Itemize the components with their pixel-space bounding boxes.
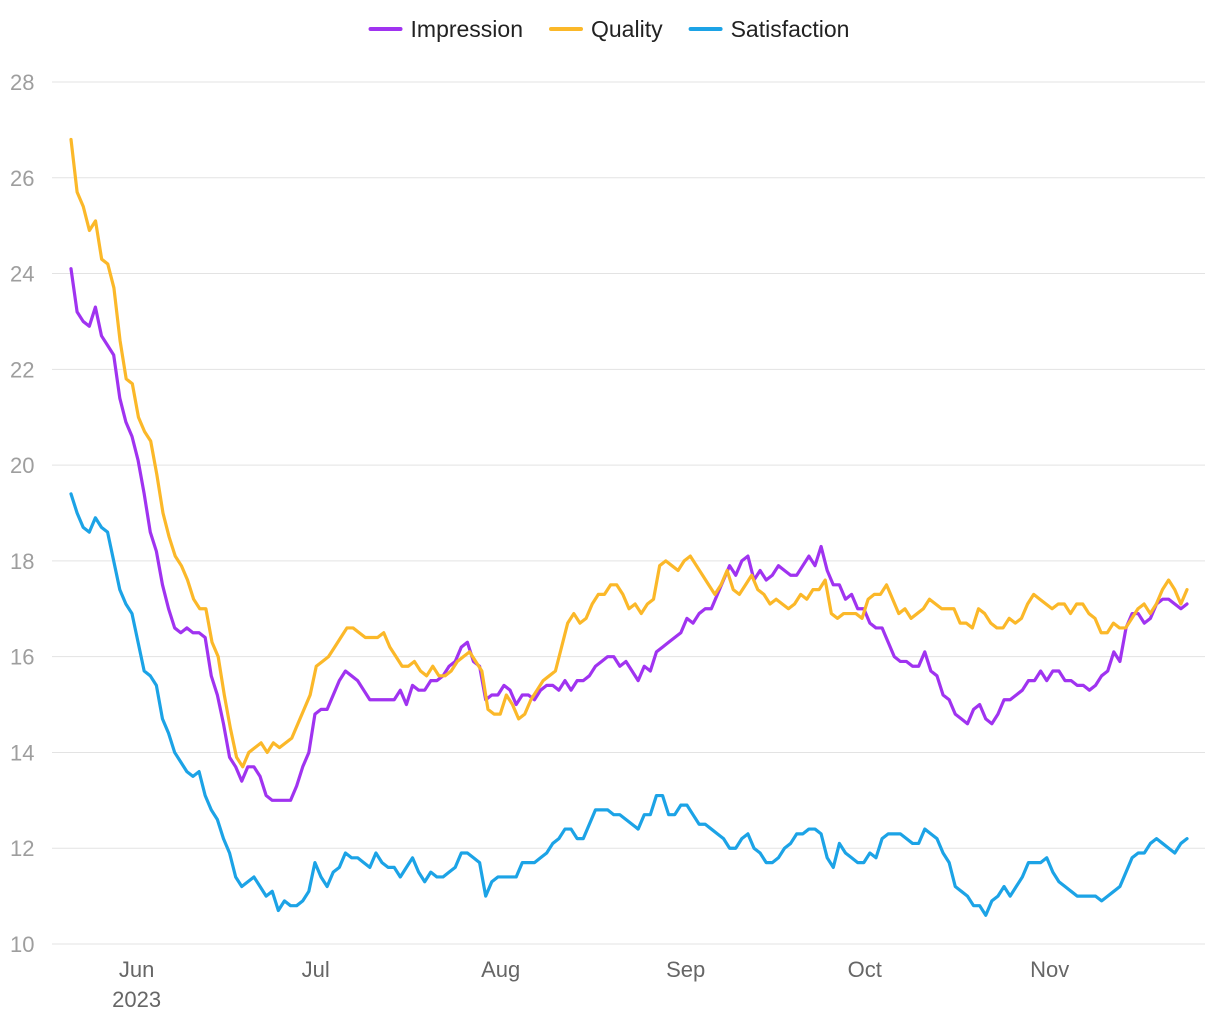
- legend-label: Satisfaction: [731, 16, 850, 42]
- series-lines: [69, 137, 1189, 917]
- y-axis-tick-labels: 10 12 14 16 18 20 22 24 26 28: [10, 70, 34, 957]
- x-tick-label: Sep: [666, 957, 705, 982]
- legend-label: Quality: [591, 16, 663, 42]
- legend-item-impression[interactable]: Impression: [368, 16, 523, 42]
- legend-label: Impression: [411, 16, 523, 42]
- x-axis-tick-labels: Jun 2023 Jul Aug Sep Oct Nov: [112, 957, 1069, 1012]
- legend-item-satisfaction[interactable]: Satisfaction: [688, 16, 850, 42]
- series-line-impression: [69, 267, 1189, 802]
- y-gridlines: [52, 81, 1205, 945]
- x-tick-label: Jul: [302, 957, 330, 982]
- x-tick-label: Aug: [481, 957, 520, 982]
- series-line-quality: [69, 137, 1189, 769]
- legend-item-quality[interactable]: Quality: [549, 16, 663, 42]
- y-tick-label: 26: [10, 166, 34, 191]
- y-tick-label: 22: [10, 357, 34, 382]
- y-tick-label: 28: [10, 70, 34, 95]
- y-tick-label: 24: [10, 262, 34, 287]
- x-tick-year-label: 2023: [112, 987, 161, 1012]
- y-tick-label: 18: [10, 549, 34, 574]
- x-tick-label: Nov: [1030, 957, 1069, 982]
- y-tick-label: 16: [10, 645, 34, 670]
- legend: Impression Quality Satisfaction: [368, 16, 850, 42]
- series-line-satisfaction: [69, 492, 1189, 917]
- y-tick-label: 14: [10, 740, 34, 765]
- y-tick-label: 12: [10, 836, 34, 861]
- y-tick-label: 10: [10, 932, 34, 957]
- y-tick-label: 20: [10, 453, 34, 478]
- x-tick-label: Oct: [848, 957, 882, 982]
- x-tick-label: Jun: [119, 957, 154, 982]
